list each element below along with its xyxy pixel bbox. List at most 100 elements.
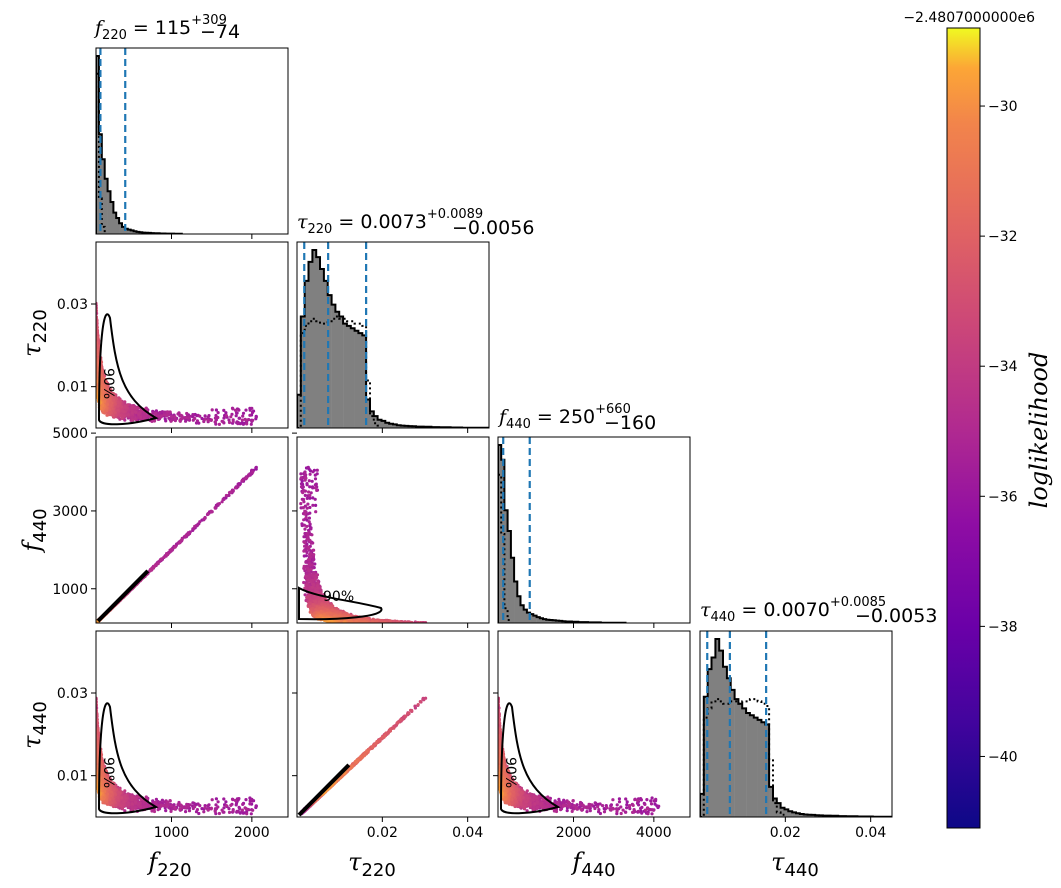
scatter-point — [162, 413, 166, 417]
scatter-point — [311, 470, 315, 474]
scatter-point — [96, 353, 100, 357]
scatter-point — [209, 418, 213, 422]
scatter-point — [216, 411, 220, 415]
scatter-point — [198, 414, 202, 418]
scatter-point — [195, 419, 199, 423]
scatter-point — [314, 510, 318, 514]
scatter-point — [305, 532, 309, 536]
scatter-point — [301, 506, 305, 510]
hist-bar — [366, 399, 371, 428]
scatter-point — [119, 405, 124, 409]
hist-bar — [339, 316, 344, 428]
scatter-point — [308, 522, 312, 526]
scatter-point — [303, 470, 307, 474]
scatter-point — [247, 418, 251, 422]
scatter-point — [96, 321, 99, 325]
panel-tau220-vs-f220: 90%0.010.03 — [57, 241, 289, 433]
hist-bar — [124, 228, 129, 234]
scatter-point — [237, 416, 241, 420]
scatter-point — [234, 411, 239, 415]
scatter-point — [105, 413, 109, 417]
scatter-point — [311, 548, 315, 552]
title-tau440-minus: −0.0053 — [855, 605, 937, 627]
scatter-point — [96, 363, 99, 367]
hist-bar — [381, 420, 386, 428]
scatter-point — [254, 415, 258, 419]
scatter-point — [139, 408, 143, 412]
scatter-point — [307, 516, 311, 520]
scatter-point — [217, 502, 221, 506]
title-f440: f440 = 250+660 — [497, 402, 631, 432]
scatter-point — [178, 541, 182, 545]
scatter-point — [309, 580, 313, 584]
scatter-point — [96, 325, 99, 329]
scatter-point — [101, 390, 105, 394]
scatter-point — [308, 539, 312, 543]
scatter-point — [313, 477, 318, 481]
scatter-point — [203, 414, 207, 418]
scatter-point — [227, 493, 231, 497]
scatter-point — [131, 418, 135, 422]
scatter-point — [191, 527, 195, 531]
panel-frame — [95, 436, 289, 624]
scatter-point — [308, 485, 312, 489]
scatter-point — [308, 553, 312, 557]
scatter-point — [254, 465, 258, 469]
hist-bar — [122, 226, 126, 234]
scatter-point — [209, 509, 213, 513]
scatter-point — [317, 600, 321, 604]
scatter-point — [213, 416, 217, 420]
scatter-point — [186, 532, 190, 536]
scatter-point — [305, 537, 309, 541]
scatter-point — [241, 414, 245, 418]
scatter-point — [302, 580, 306, 585]
scatter-point — [305, 518, 309, 522]
scatter-point — [231, 420, 235, 424]
scatter-point — [164, 419, 168, 423]
scatter-point — [170, 415, 174, 419]
scatter-point — [130, 406, 134, 410]
hist-bar — [300, 316, 305, 428]
scatter-point — [304, 473, 308, 477]
scatter-point — [213, 506, 217, 510]
scatter-point — [311, 583, 316, 587]
scatter-point — [169, 419, 173, 423]
scatter-point — [306, 545, 311, 549]
scatter-point — [313, 596, 317, 600]
title-tau220-minus: −0.0056 — [452, 217, 534, 239]
scatter-point — [96, 335, 99, 339]
scatter-point — [307, 563, 311, 567]
scatter-point — [392, 619, 396, 623]
scatter-point — [203, 417, 207, 421]
scatter-point — [96, 368, 100, 373]
scatter-point — [236, 422, 240, 426]
scatter-point — [251, 470, 255, 474]
scatter-point — [249, 422, 253, 426]
scatter-point — [198, 520, 202, 524]
hist-bar — [373, 416, 378, 428]
scatter-point — [237, 408, 241, 412]
scatter-point — [230, 412, 234, 416]
scatter-point — [193, 416, 197, 421]
scatter-point — [306, 578, 310, 582]
scatter-point — [299, 476, 303, 480]
scatter-point — [234, 414, 238, 418]
scatter-point — [304, 574, 308, 579]
scatter-point — [185, 411, 189, 416]
contour-90 — [96, 569, 150, 623]
scatter-point — [113, 396, 117, 400]
scatter-point — [120, 409, 124, 413]
scatter-point — [306, 534, 310, 538]
scatter-point — [302, 549, 306, 553]
scatter-point — [96, 332, 100, 336]
scatter-point — [313, 473, 317, 477]
scatter-point — [244, 408, 248, 412]
scatter-point — [313, 577, 317, 582]
hist-bar — [323, 280, 328, 428]
scatter-point — [303, 478, 307, 482]
scatter-point — [313, 483, 317, 487]
scatter-point — [313, 486, 317, 490]
hist-bar — [308, 261, 313, 428]
scatter-point — [166, 410, 170, 414]
scatter-point — [310, 563, 314, 567]
